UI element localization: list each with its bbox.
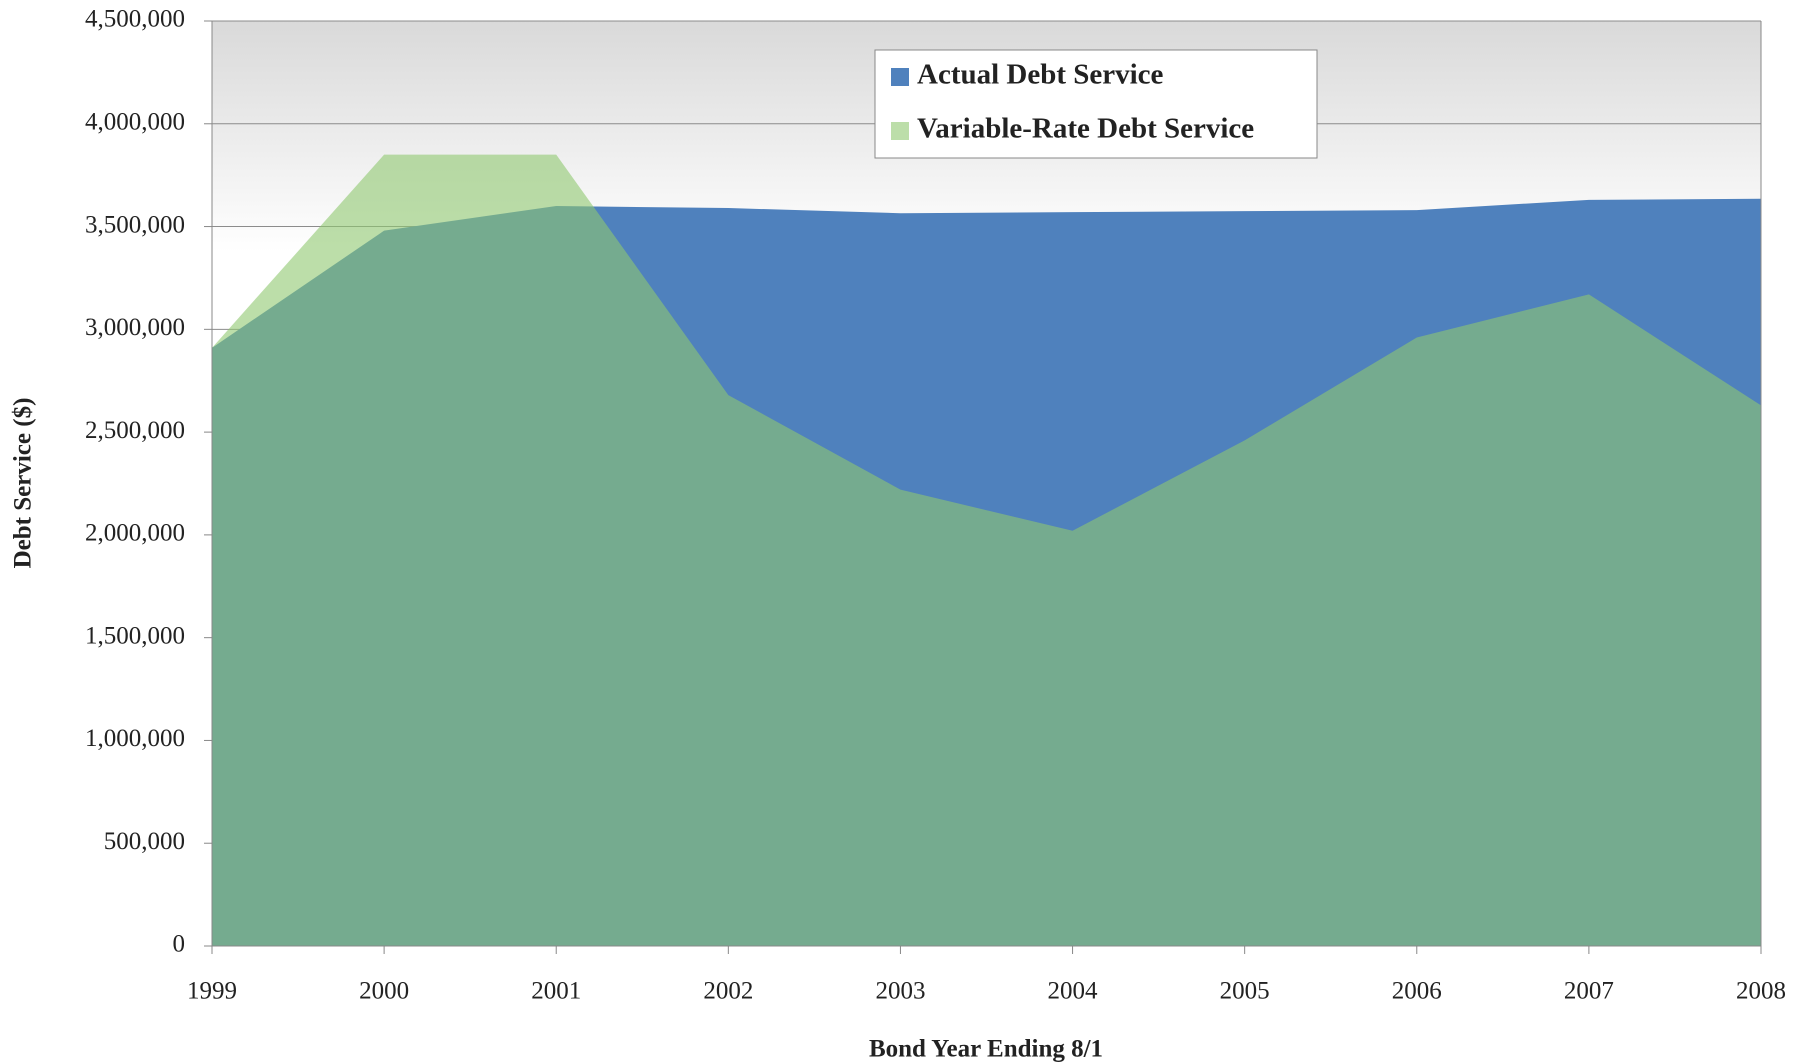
x-tick-label: 2004 bbox=[1048, 978, 1099, 1005]
y-axis-title: Debt Service ($) bbox=[10, 398, 37, 569]
legend: Actual Debt Service Variable-Rate Debt Se… bbox=[874, 49, 1318, 159]
y-tick-label: 1,000,000 bbox=[85, 725, 185, 752]
x-tick-label: 2001 bbox=[531, 978, 581, 1005]
y-tick-label: 2,500,000 bbox=[85, 417, 185, 444]
x-tick-label: 2008 bbox=[1736, 978, 1786, 1005]
y-tick-label: 1,500,000 bbox=[85, 622, 185, 649]
legend-label: Actual Debt Service bbox=[917, 59, 1164, 91]
area bbox=[212, 154, 1761, 947]
y-tick-label: 3,000,000 bbox=[85, 314, 185, 341]
y-tick-label: 0 bbox=[173, 931, 186, 958]
legend-swatch bbox=[891, 122, 909, 140]
x-tick-label: 2006 bbox=[1392, 978, 1442, 1005]
x-tick-label: 1999 bbox=[187, 978, 237, 1005]
legend-box bbox=[874, 49, 1318, 159]
x-tick-label: 2002 bbox=[703, 978, 753, 1005]
y-tick-label: 3,500,000 bbox=[85, 211, 185, 238]
y-tick-label: 4,500,000 bbox=[85, 6, 185, 33]
legend-swatch bbox=[891, 68, 909, 86]
x-axis-title: Bond Year Ending 8/1 bbox=[869, 1036, 1103, 1063]
y-tick-label: 4,000,000 bbox=[85, 109, 185, 136]
x-tick-label: 2000 bbox=[359, 978, 409, 1005]
y-tick-label: 2,000,000 bbox=[85, 520, 185, 547]
y-tick-label: 500,000 bbox=[104, 828, 185, 855]
x-tick-label: 2007 bbox=[1564, 978, 1614, 1005]
x-tick-label: 2005 bbox=[1220, 978, 1270, 1005]
x-tick-label: 2003 bbox=[875, 978, 925, 1005]
legend-label: Variable-Rate Debt Service bbox=[917, 113, 1254, 145]
